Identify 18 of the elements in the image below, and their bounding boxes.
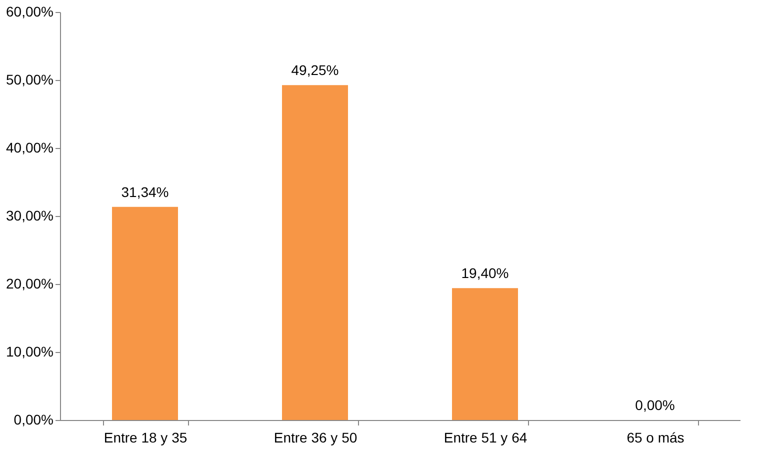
y-tick-label: 20,00% <box>6 276 54 292</box>
data-label: 0,00% <box>635 397 675 413</box>
x-tick-label: Entre 18 y 35 <box>104 430 188 446</box>
x-tick-label: Entre 36 y 50 <box>274 430 358 446</box>
bar <box>112 206 178 420</box>
data-label: 31,34% <box>121 184 169 200</box>
y-tick-label: 40,00% <box>6 140 54 156</box>
data-label: 49,25% <box>291 62 339 78</box>
x-tick-label: Entre 51 y 64 <box>444 430 528 446</box>
y-tick-label: 30,00% <box>6 208 54 224</box>
x-tick-label: 65 o más <box>626 430 684 446</box>
data-label: 19,40% <box>461 265 509 282</box>
bar <box>452 288 518 420</box>
y-tick-label: 60,00% <box>6 4 54 20</box>
y-tick-label: 50,00% <box>6 72 54 88</box>
y-tick-label: 0,00% <box>14 412 54 428</box>
y-tick-label: 10,00% <box>6 344 54 360</box>
bar <box>282 85 348 420</box>
